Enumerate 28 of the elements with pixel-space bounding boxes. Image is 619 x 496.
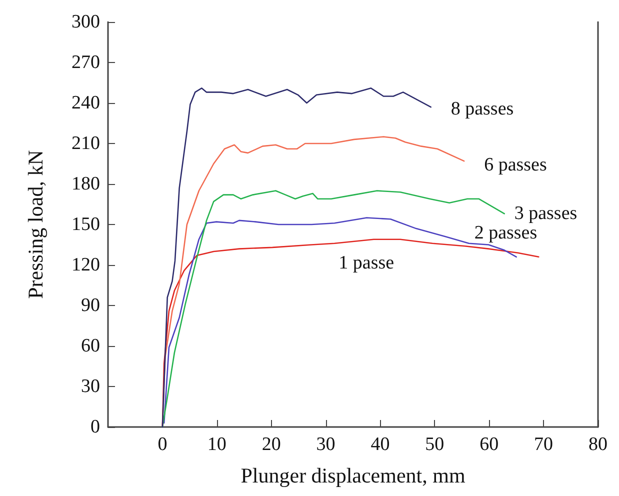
x-axis-title: Plunger displacement, mm <box>240 464 466 488</box>
y-tick-label: 30 <box>81 376 100 397</box>
y-tick-label: 0 <box>90 416 100 438</box>
y-tick-label: 300 <box>72 12 100 32</box>
series-label: 2 passes <box>474 222 538 244</box>
series-label: 3 passes <box>514 203 578 224</box>
x-tick-label: 30 <box>316 434 336 455</box>
y-tick-label: 60 <box>81 336 100 356</box>
x-tick-label: 0 <box>158 434 168 455</box>
x-tick-label: 40 <box>370 434 390 455</box>
x-tick-label: 50 <box>425 434 444 455</box>
series-label: 8 passes <box>450 98 514 120</box>
y-tick-label: 90 <box>81 295 100 316</box>
y-tick-label: 180 <box>72 174 100 194</box>
x-tick-label: 20 <box>262 434 281 455</box>
x-tick-label: 60 <box>480 434 499 455</box>
y-tick-label: 150 <box>72 214 100 235</box>
series-label: 1 passe <box>338 252 394 274</box>
y-tick-label: 120 <box>72 254 100 276</box>
x-tick-label: 80 <box>588 434 608 455</box>
series-label: 6 passes <box>484 154 547 176</box>
y-tick-label: 240 <box>72 92 100 114</box>
y-tick-label: 210 <box>72 133 100 154</box>
y-tick-label: 270 <box>72 52 100 73</box>
x-tick-label: 70 <box>534 434 554 455</box>
line-series <box>162 88 432 428</box>
x-tick-label: 10 <box>207 434 226 455</box>
y-axis-title: Pressing load, kN <box>24 150 48 299</box>
